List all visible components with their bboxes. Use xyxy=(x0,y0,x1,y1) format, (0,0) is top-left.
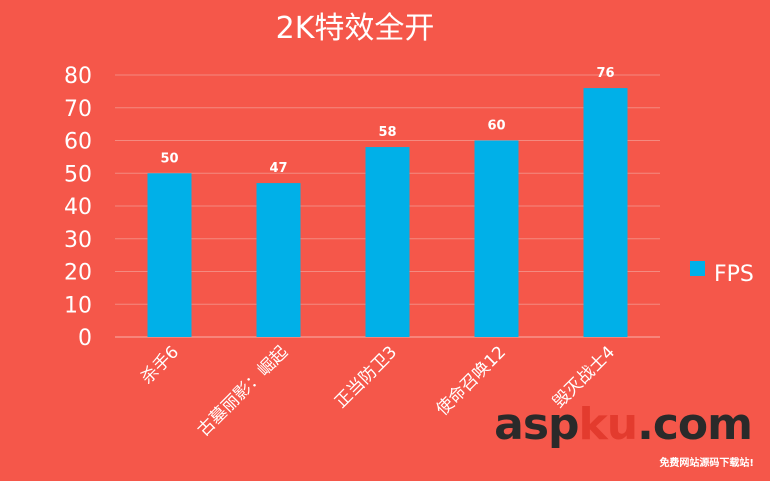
data-label: 50 xyxy=(160,151,178,166)
watermark-text-a: asp xyxy=(494,399,579,450)
legend-swatch xyxy=(690,261,705,276)
y-tick-label: 10 xyxy=(64,293,92,318)
chart-title: 2K特效全开 xyxy=(276,11,435,46)
y-tick-label: 20 xyxy=(64,261,92,286)
data-label: 58 xyxy=(378,125,396,140)
bar xyxy=(256,183,301,337)
watermark-logo: aspku.com xyxy=(494,403,753,447)
data-label: 60 xyxy=(487,119,505,134)
y-tick-label: 30 xyxy=(64,228,92,253)
y-axis: 0 10 20 30 40 50 60 70 80 xyxy=(64,64,92,351)
y-tick-label: 70 xyxy=(64,97,92,122)
data-label: 47 xyxy=(269,161,287,176)
x-tick-label: 正当防卫3 xyxy=(331,342,401,412)
y-tick-label: 50 xyxy=(64,162,92,187)
legend: FPS xyxy=(690,261,754,287)
bar-series: 50 47 58 60 76 xyxy=(147,66,628,337)
watermark-text-b: ku xyxy=(578,399,639,450)
x-tick-label: 杀手6 xyxy=(137,342,183,388)
legend-label: FPS xyxy=(714,262,754,287)
y-tick-label: 40 xyxy=(64,195,92,220)
bar xyxy=(365,147,410,337)
y-tick-label: 60 xyxy=(64,130,92,155)
watermark-tagline: 免费网站源码下载站! xyxy=(659,458,754,469)
data-label: 76 xyxy=(596,66,614,81)
x-tick-label: 古墓丽影：崛起 xyxy=(194,342,292,440)
y-tick-label: 80 xyxy=(64,64,92,89)
bar xyxy=(147,173,192,337)
bar xyxy=(583,88,628,337)
bar xyxy=(474,140,519,337)
watermark-text-c: .com xyxy=(637,399,753,450)
y-tick-label: 0 xyxy=(78,326,92,351)
